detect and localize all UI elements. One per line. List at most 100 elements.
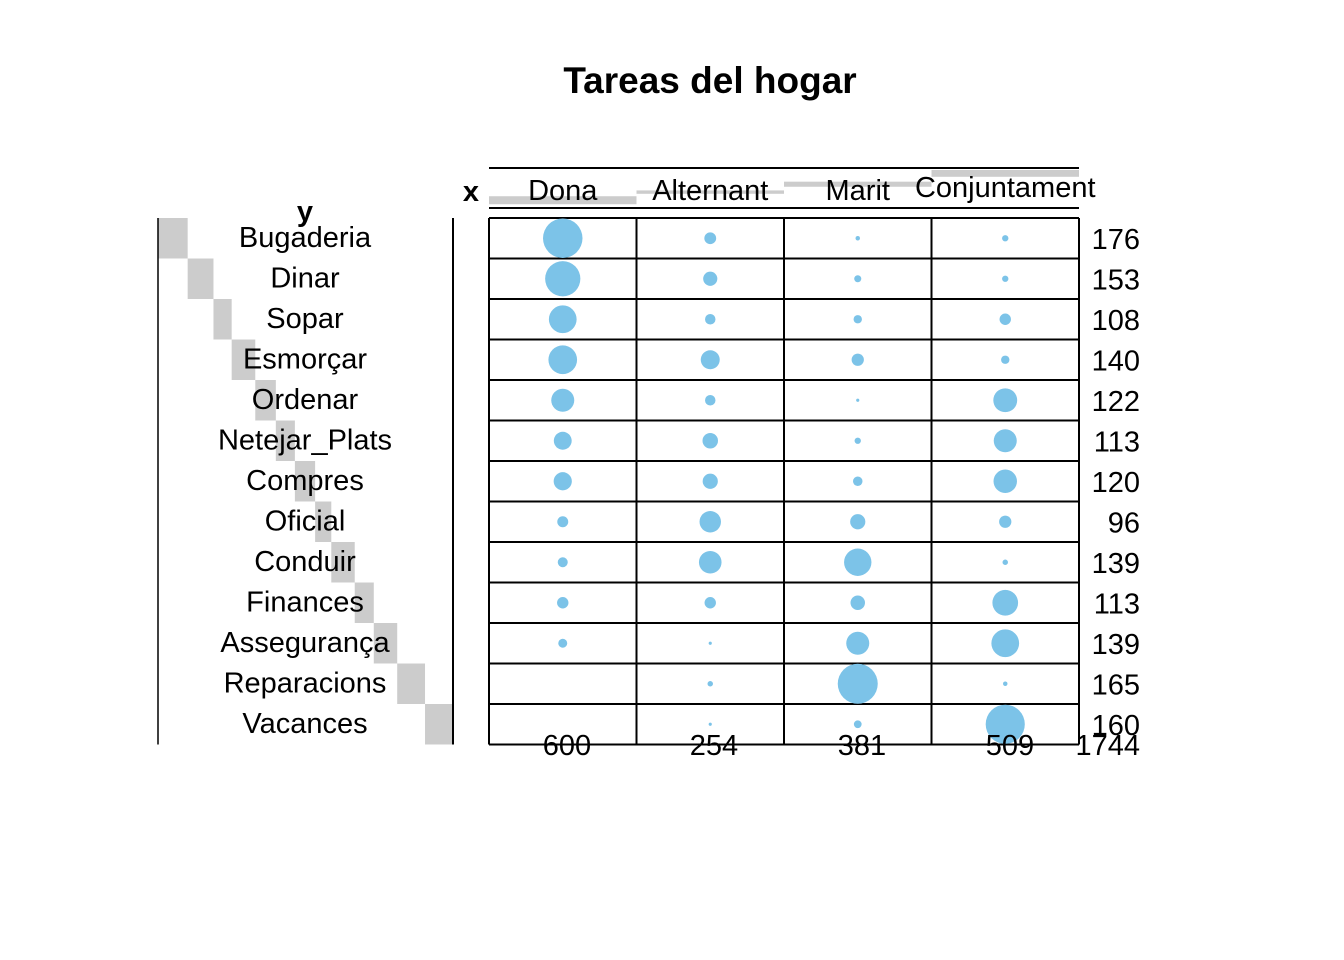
balloon-point: [557, 516, 569, 528]
row-label: Compres: [246, 465, 364, 497]
balloon-point: [1003, 681, 1008, 686]
row-label: Vacances: [242, 708, 367, 740]
chart-title: Tareas del hogar: [563, 60, 856, 101]
column-label: Conjuntament: [915, 172, 1096, 204]
column-margin-bar: [636, 190, 784, 194]
row-total: 96: [1108, 508, 1140, 540]
balloon-point: [999, 515, 1012, 528]
row-label: Dinar: [270, 263, 340, 295]
balloon-point: [557, 597, 569, 609]
row-margin-bar: [315, 501, 332, 542]
balloon-point: [703, 271, 718, 286]
x-axis-label: x: [463, 176, 479, 208]
balloon-point: [853, 476, 863, 486]
row-margin-bar: [354, 582, 374, 623]
balloon-point: [850, 514, 866, 530]
balloon-point: [993, 388, 1018, 413]
column-margin-bar: [931, 170, 1079, 177]
column-total: 381: [838, 730, 886, 762]
balloon-point: [700, 350, 720, 370]
balloon-point: [707, 681, 713, 687]
balloon-point: [558, 638, 568, 648]
row-label: Oficial: [265, 506, 346, 538]
balloon-point: [704, 232, 717, 245]
balloon-point: [548, 345, 578, 375]
row-margin-bar: [255, 380, 276, 421]
balloon-point: [708, 641, 712, 645]
balloon-point: [850, 595, 865, 610]
balloon-point: [702, 433, 718, 449]
row-total: 113: [1094, 427, 1140, 459]
balloon-point: [1002, 275, 1009, 282]
row-margin-bar: [294, 461, 316, 502]
row-total: 120: [1092, 467, 1140, 499]
balloon-point: [856, 398, 860, 402]
row-total: 113: [1094, 589, 1140, 621]
balloon-point: [846, 631, 870, 655]
row-margin-bar: [331, 542, 355, 583]
balloon-point: [702, 473, 718, 489]
balloon-point: [991, 629, 1020, 658]
column-label: Marit: [826, 175, 890, 207]
row-label: Sopar: [266, 303, 344, 335]
balloon-point: [844, 548, 872, 576]
row-margin-bar: [158, 218, 188, 259]
balloon-point: [553, 472, 572, 491]
balloon-point: [999, 313, 1011, 325]
balloon-point: [853, 315, 862, 324]
row-margin-bar: [275, 420, 295, 461]
row-total: 139: [1092, 548, 1140, 580]
row-margin-bar: [373, 623, 398, 664]
balloon-point: [557, 557, 568, 568]
row-total: 160: [1092, 710, 1140, 742]
balloon-point: [985, 704, 1025, 744]
balloon-point: [545, 261, 581, 297]
balloon-point: [1001, 355, 1010, 364]
row-label: Finances: [246, 587, 364, 619]
balloon-point: [553, 431, 572, 450]
balloon-point: [993, 469, 1017, 493]
row-label: Conduir: [254, 546, 356, 578]
row-total: 176: [1092, 224, 1140, 256]
balloon-point: [548, 305, 577, 334]
row-total: 165: [1092, 670, 1140, 702]
grand-total: 1744: [1075, 730, 1140, 762]
row-margin-bar: [425, 704, 452, 745]
balloon-point: [1002, 559, 1008, 565]
row-total: 153: [1092, 265, 1140, 297]
column-label: Dona: [528, 175, 598, 207]
row-label: Assegurança: [220, 627, 390, 659]
row-label: Ordenar: [252, 384, 359, 416]
row-margin-bar: [213, 299, 232, 340]
balloon-point: [851, 353, 864, 366]
balloon-point: [855, 236, 860, 241]
column-total: 509: [986, 730, 1034, 762]
column-total: 600: [543, 730, 591, 762]
balloon-point: [993, 429, 1017, 453]
row-label: Reparacions: [224, 668, 387, 700]
row-margin-bar: [187, 258, 214, 299]
row-label: Esmorçar: [243, 344, 367, 376]
balloon-point: [705, 395, 716, 406]
column-margin-bar: [489, 196, 637, 205]
balloon-point: [699, 511, 721, 533]
row-total: 140: [1092, 346, 1140, 378]
balloon-point: [1002, 235, 1009, 242]
column-label: Alternant: [652, 175, 768, 207]
row-label: Netejar_Plats: [218, 425, 392, 457]
balloon-point: [853, 720, 862, 729]
balloon-point: [837, 663, 878, 704]
balloon-point: [708, 722, 712, 726]
balloon-point: [705, 314, 716, 325]
balloon-point: [992, 589, 1019, 616]
balloon-point: [698, 550, 722, 574]
row-total: 122: [1092, 386, 1140, 418]
balloon-point: [854, 275, 862, 283]
row-label: Bugaderia: [239, 222, 372, 254]
row-margin-bar: [397, 663, 426, 704]
row-margin-bar: [231, 339, 256, 380]
balloon-point: [704, 597, 716, 609]
row-total: 139: [1092, 629, 1140, 661]
balloon-point: [854, 437, 861, 444]
